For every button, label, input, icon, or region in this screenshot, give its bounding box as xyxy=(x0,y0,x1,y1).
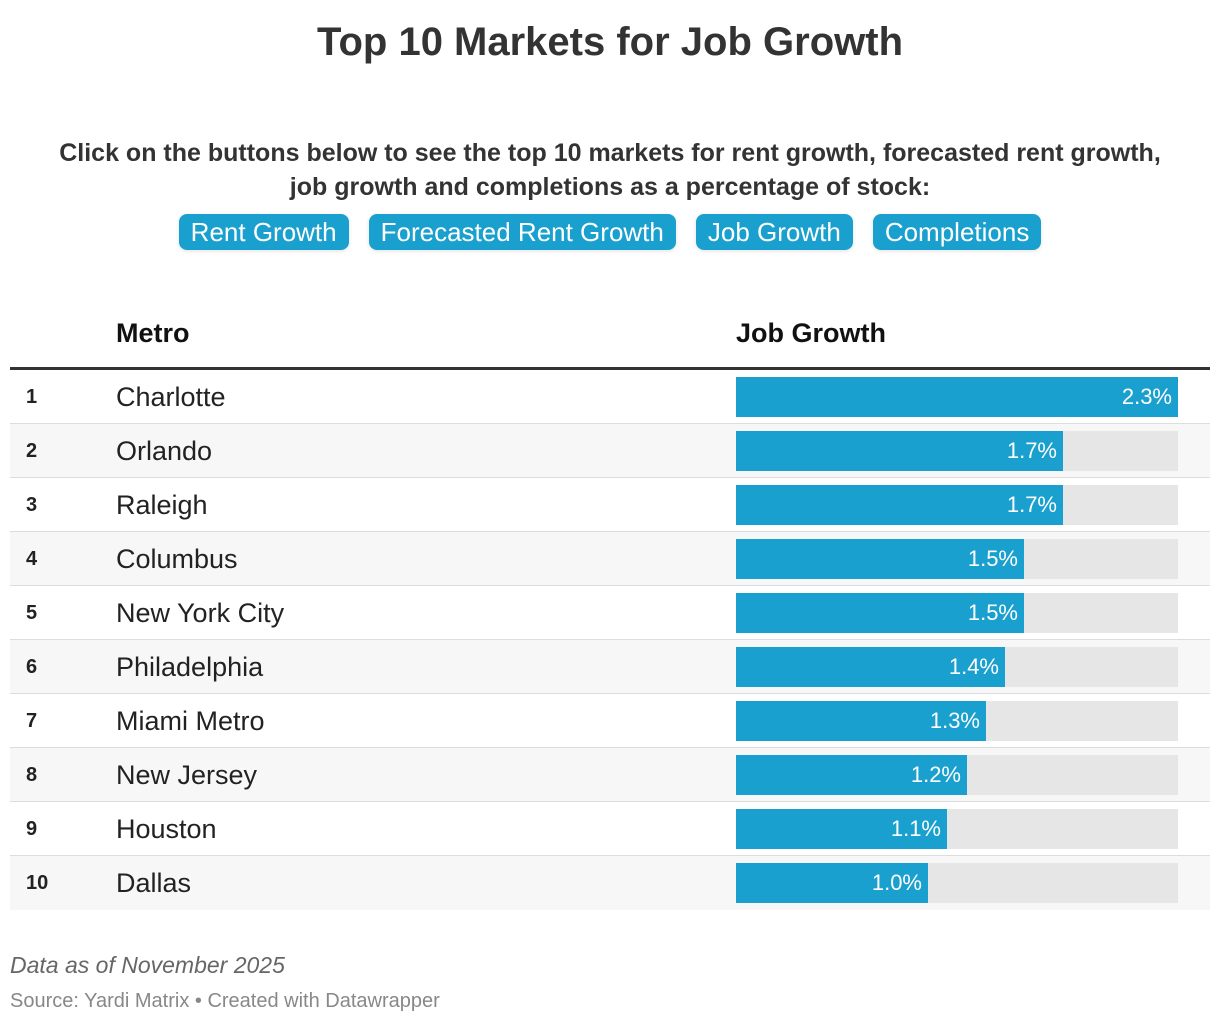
job-growth-bar: 1.5% xyxy=(736,593,1024,633)
table-row: 8 New Jersey 1.2% xyxy=(10,748,1210,802)
metro-cell: Raleigh xyxy=(116,490,208,520)
table-row: 7 Miami Metro 1.3% xyxy=(10,694,1210,748)
bar-value-label: 1.3% xyxy=(929,708,980,733)
job-growth-bar: 1.7% xyxy=(736,485,1063,525)
metro-cell: Charlotte xyxy=(116,382,226,412)
bar-track: 2.3% xyxy=(736,377,1178,417)
rank-cell: 4 xyxy=(26,548,38,570)
chart-title: Top 10 Markets for Job Growth xyxy=(317,20,903,64)
bar-value-label: 1.4% xyxy=(948,654,999,679)
intro-line-1: Click on the buttons below to see the to… xyxy=(59,139,1161,167)
bar-value-label: 1.7% xyxy=(1006,492,1057,517)
table-row: 3 Raleigh 1.7% xyxy=(10,478,1210,532)
table-row: 5 New York City 1.5% xyxy=(10,586,1210,640)
job-growth-column-header[interactable]: Job Growth xyxy=(736,318,886,348)
bar-track: 1.3% xyxy=(736,701,1178,741)
bar-track: 1.7% xyxy=(736,431,1178,471)
metro-cell: Orlando xyxy=(116,436,213,466)
bar-value-label: 2.3% xyxy=(1121,384,1172,409)
rank-cell: 2 xyxy=(26,440,38,462)
data-table: Metro Job Growth 1 Charlotte 2.3% 2 Orlando 1… xyxy=(10,310,1210,910)
metro-cell: Dallas xyxy=(116,868,192,898)
metro-cell: Houston xyxy=(116,814,217,844)
rent-growth-button[interactable]: Rent Growth xyxy=(178,214,349,250)
metro-cell: New York City xyxy=(116,598,285,628)
bar-track: 1.1% xyxy=(736,809,1178,849)
metric-button-group: Rent Growth Forecasted Rent Growth Job G… xyxy=(0,214,1220,250)
bar-value-label: 1.5% xyxy=(967,546,1018,571)
job-growth-bar: 1.5% xyxy=(736,539,1024,579)
source-credit: Source: Yardi Matrix • Created with Data… xyxy=(10,990,440,1012)
table-row: 9 Houston 1.1% xyxy=(10,802,1210,856)
bar-value-label: 1.0% xyxy=(871,870,922,895)
bar-track: 1.4% xyxy=(736,647,1178,687)
job-growth-bar: 1.7% xyxy=(736,431,1063,471)
rank-cell: 9 xyxy=(26,818,38,840)
bar-track: 1.5% xyxy=(736,539,1178,579)
bar-track: 1.2% xyxy=(736,755,1178,795)
rank-cell: 10 xyxy=(26,872,49,894)
job-growth-bar: 1.3% xyxy=(736,701,986,741)
table-body: 1 Charlotte 2.3% 2 Orlando 1.7% 3 Raleigh 1.7% 4 C… xyxy=(10,370,1210,910)
job-growth-bar: 2.3% xyxy=(736,377,1178,417)
intro-text: Click on the buttons below to see the to… xyxy=(0,136,1220,204)
metro-cell: Philadelphia xyxy=(116,652,264,682)
job-growth-button[interactable]: Job Growth xyxy=(695,214,853,250)
metro-cell: Columbus xyxy=(116,544,238,574)
table-row: 1 Charlotte 2.3% xyxy=(10,370,1210,424)
table-row: 2 Orlando 1.7% xyxy=(10,424,1210,478)
completions-button[interactable]: Completions xyxy=(872,214,1042,250)
data-date-note: Data as of November 2025 xyxy=(10,952,285,978)
rank-cell: 7 xyxy=(26,710,38,732)
bar-value-label: 1.7% xyxy=(1006,438,1057,463)
table-row: 4 Columbus 1.5% xyxy=(10,532,1210,586)
bar-track: 1.0% xyxy=(736,863,1178,903)
rank-cell: 8 xyxy=(26,764,38,786)
bar-value-label: 1.1% xyxy=(890,816,941,841)
job-growth-bar: 1.0% xyxy=(736,863,928,903)
job-growth-bar: 1.2% xyxy=(736,755,967,795)
table-header: Metro Job Growth xyxy=(10,310,1210,370)
table-row: 10 Dallas 1.0% xyxy=(10,856,1210,910)
rank-cell: 1 xyxy=(26,386,38,408)
intro-line-2: job growth and completions as a percenta… xyxy=(289,173,931,201)
bar-value-label: 1.5% xyxy=(967,600,1018,625)
rank-cell: 6 xyxy=(26,656,38,678)
job-growth-bar: 1.1% xyxy=(736,809,947,849)
rank-cell: 3 xyxy=(26,494,38,516)
metro-cell: New Jersey xyxy=(116,760,258,790)
metro-cell: Miami Metro xyxy=(116,706,265,736)
bar-value-label: 1.2% xyxy=(910,762,961,787)
bar-track: 1.5% xyxy=(736,593,1178,633)
job-growth-bar: 1.4% xyxy=(736,647,1005,687)
bar-track: 1.7% xyxy=(736,485,1178,525)
table-row: 6 Philadelphia 1.4% xyxy=(10,640,1210,694)
forecasted-rent-growth-button[interactable]: Forecasted Rent Growth xyxy=(368,214,676,250)
rank-cell: 5 xyxy=(26,602,38,624)
metro-column-header[interactable]: Metro xyxy=(116,318,190,348)
